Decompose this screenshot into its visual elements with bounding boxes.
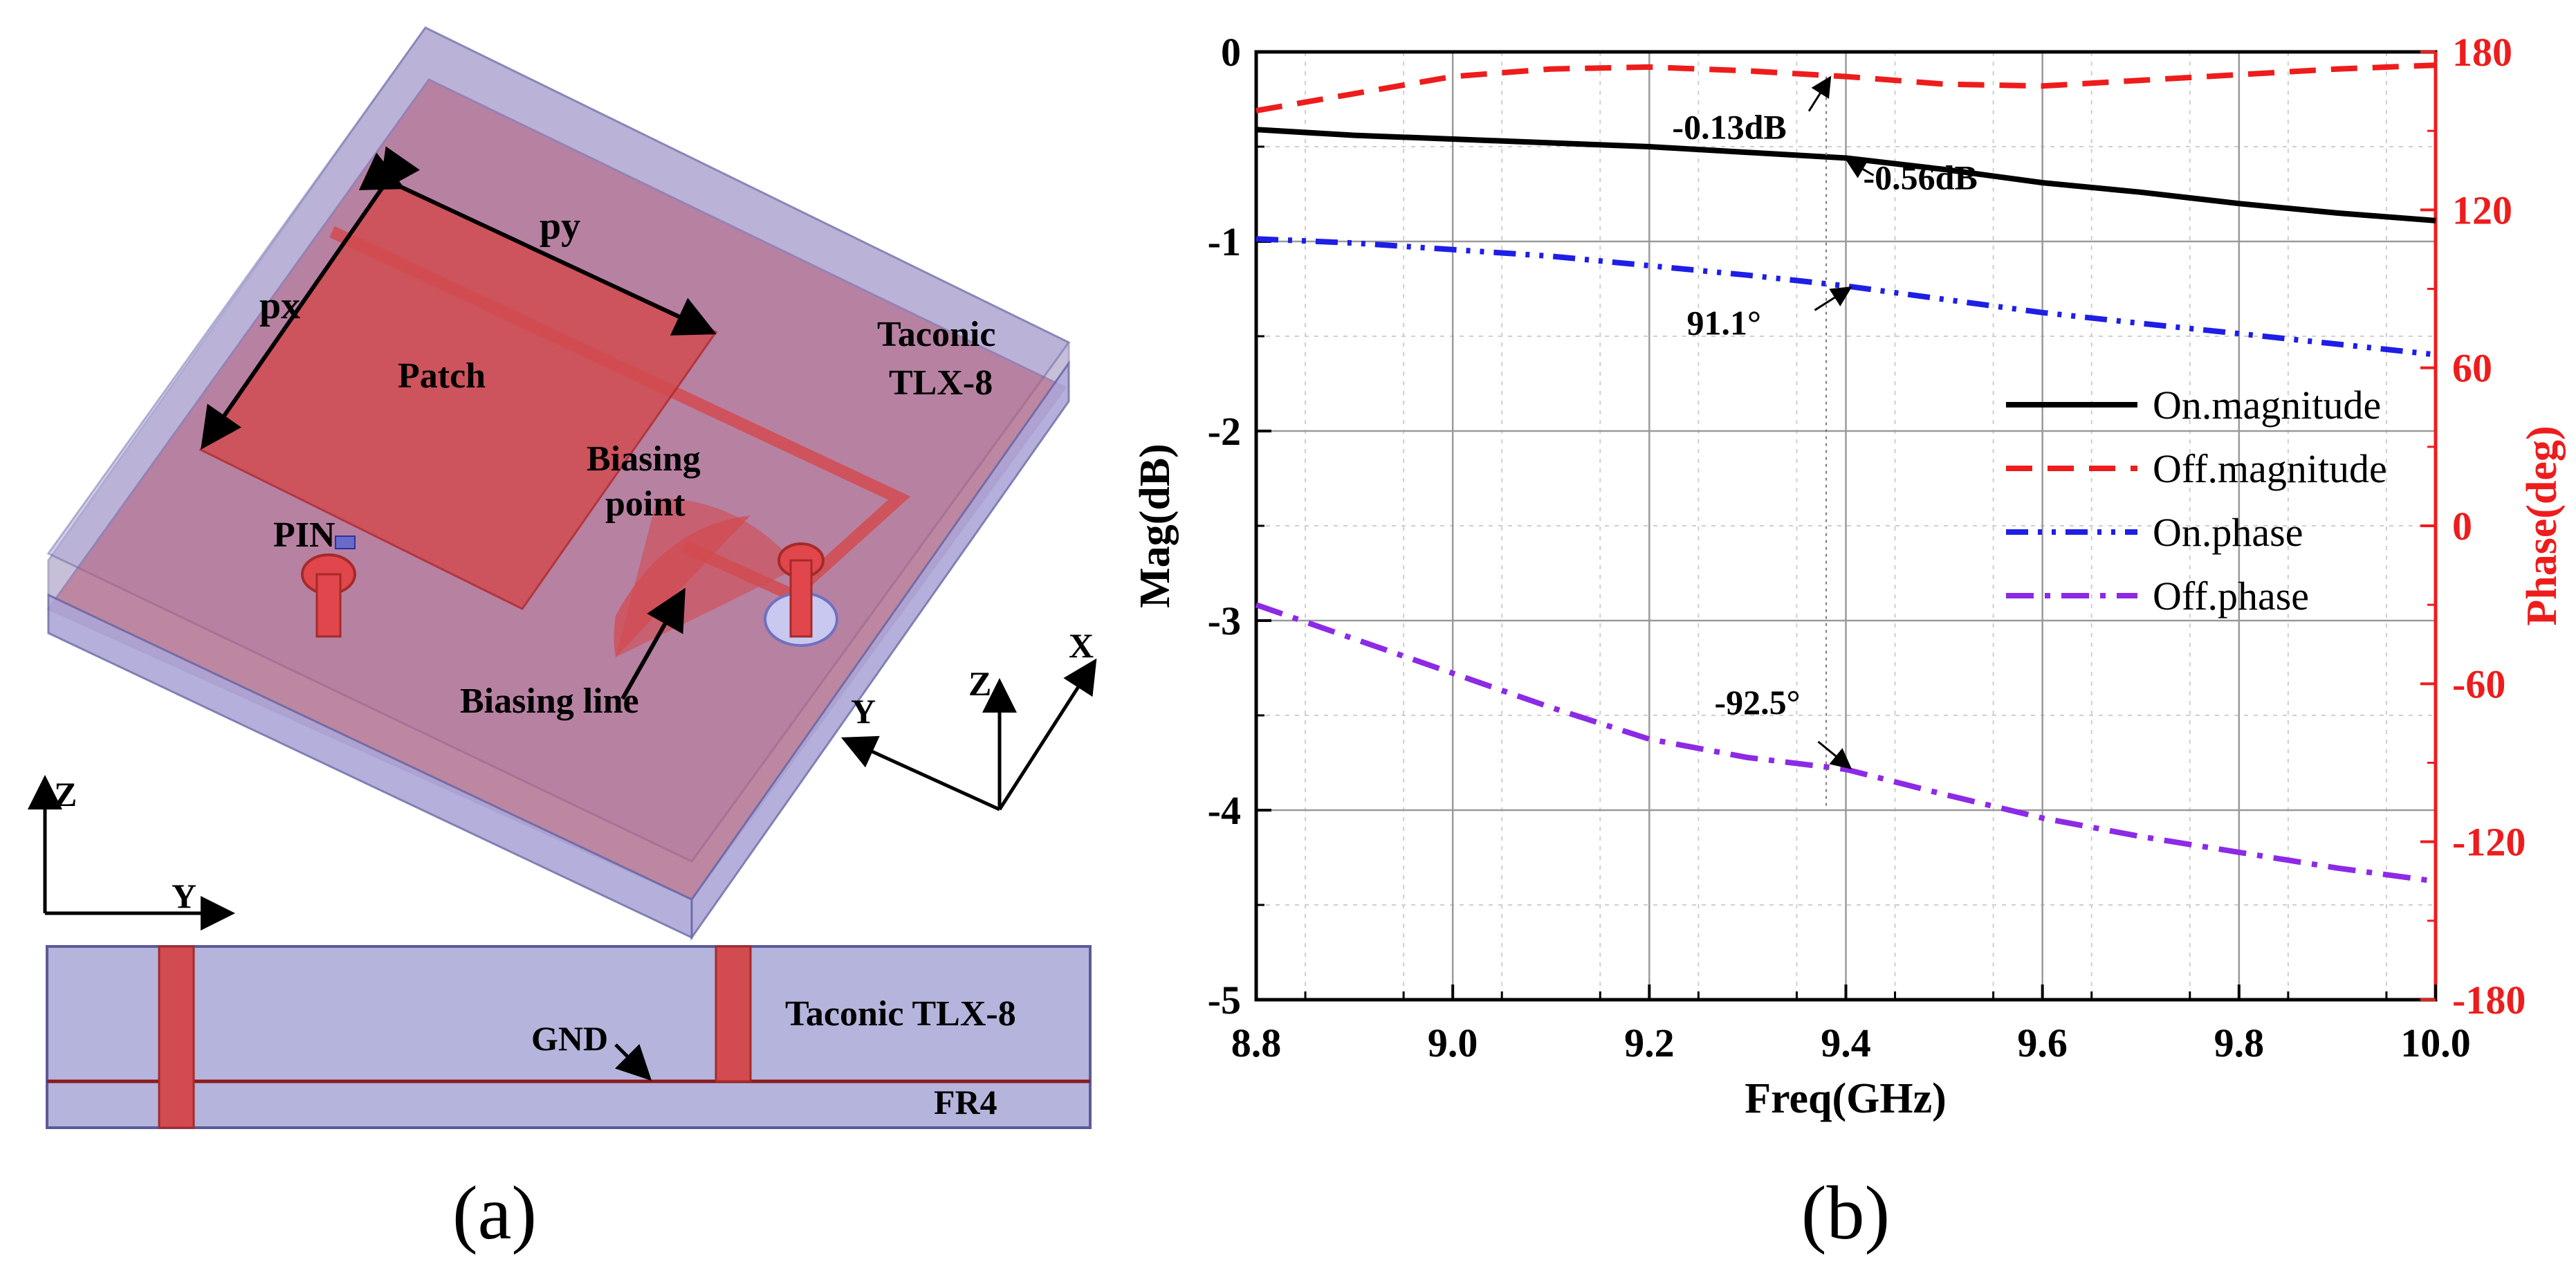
axis3d-y-arrow [840, 735, 1001, 812]
legend-label: On.phase [2153, 510, 2303, 555]
x-tick-label: 9.2 [1624, 1020, 1675, 1065]
pin-label: PIN [273, 515, 335, 555]
biasing-line-label: Biasing line [460, 681, 639, 721]
x-axis-label: Freq(GHz) [1745, 1075, 1947, 1122]
px-dimension-arrow [201, 146, 421, 450]
py-label: py [540, 205, 580, 248]
annotation-arrow [1807, 75, 1832, 112]
x-tick-label: 9.0 [1428, 1020, 1478, 1065]
y-left-tick-label: -3 [1208, 598, 1241, 643]
y-right-tick-label: 60 [2452, 346, 2492, 391]
side-view-substrate [46, 945, 1092, 1129]
legend-label: Off.phase [2153, 574, 2309, 619]
y-left-tick-label: -4 [1208, 788, 1241, 833]
series-on-magnitude [1255, 127, 2436, 223]
x-tick-label: 9.4 [1821, 1020, 1871, 1065]
y-left-tick-label: -1 [1208, 219, 1241, 264]
chart-ticks: 8.8 9.0 9.2 9.4 9.6 9.8 10.0 0 -1 -2 -3 -4 -5 180 120 6… [1208, 30, 2526, 1065]
annotation-label: -0.56dB [1864, 158, 1978, 196]
x-tick-label: 9.8 [2214, 1020, 2265, 1065]
annotation-arrow [1814, 286, 1852, 311]
py-dimension-arrow [358, 152, 717, 336]
biasing-point-label-line2: point [605, 484, 686, 524]
side-view-fr4-label: FR4 [934, 1083, 997, 1121]
y-right-tick-label: -120 [2452, 820, 2526, 865]
axis2d-z-label: Z [54, 775, 77, 814]
bias-via [789, 559, 813, 638]
y-right-tick-label: 0 [2452, 504, 2472, 549]
px-label: px [259, 284, 300, 327]
y-right-tick-label: -60 [2452, 661, 2505, 706]
y-right-tick-label: -180 [2452, 978, 2526, 1023]
pin-diode [335, 535, 356, 549]
chart-grid [1256, 52, 2436, 1000]
taconic-label-line1: Taconic [877, 315, 995, 354]
chart-series [1255, 62, 2436, 884]
series-off-phase [1255, 602, 2436, 884]
axis2d-y-label: Y [172, 877, 196, 915]
y-right-tick-label: 120 [2452, 187, 2512, 232]
substrate-right-side [690, 360, 1070, 941]
x-tick-label: 9.6 [2017, 1020, 2068, 1065]
biasing-point-label-line1: Biasing [587, 439, 701, 479]
panel-a-caption: (a) [452, 1171, 537, 1255]
pin-via [315, 573, 342, 638]
series-on-phase [1255, 236, 2436, 358]
x-tick-label: 10.0 [2400, 1020, 2471, 1065]
side-view-gnd-label: GND [531, 1019, 608, 1058]
y-left-tick-label: -5 [1208, 978, 1241, 1023]
taconic-label-line2: TLX-8 [889, 363, 993, 403]
legend-label: On.magnitude [2153, 383, 2381, 428]
annotation-arrow [1845, 158, 1875, 178]
y-axis-right-label: Phase(deg) [2519, 425, 2566, 625]
patch-label: Patch [398, 356, 486, 396]
y-axis-left-label: Mag(dB) [1132, 443, 1179, 608]
annotation-label: -92.5° [1715, 683, 1801, 722]
side-view-via-right [715, 945, 752, 1083]
axis3d-x-label: X [1069, 626, 1094, 665]
y-left-tick-label: -2 [1208, 409, 1241, 454]
chart-legend: On.magnitude Off.magnitude On.phase Off.pha… [2006, 383, 2387, 619]
annotation-label: 91.1° [1687, 303, 1762, 342]
side-view-via-left [158, 945, 195, 1129]
x-tick-label: 8.8 [1231, 1020, 1282, 1065]
axis3d-x-arrow [997, 658, 1097, 811]
annotation-label: -0.13dB [1672, 108, 1786, 147]
series-off-magnitude [1255, 62, 2436, 113]
y-left-tick-label: 0 [1221, 30, 1241, 75]
chart-annotations: -0.13dB -0.56dB 91.1° -92.5° [1672, 75, 1978, 810]
y-right-tick-label: 180 [2452, 30, 2512, 75]
axis3d-y-label: Y [851, 692, 876, 731]
panel-b-caption: (b) [1801, 1171, 1890, 1255]
annotation-arrow [1817, 740, 1852, 769]
panel-b-chart: 8.8 9.0 9.2 9.4 9.6 9.8 10.0 0 -1 -2 -3 -4 -5 180 120 6… [1132, 30, 2566, 1255]
side-view-taconic-label: Taconic TLX-8 [785, 994, 1016, 1034]
side-view-gnd-arrow [614, 1043, 652, 1081]
biasing-line-arrow [620, 587, 686, 700]
legend-label: Off.magnitude [2153, 446, 2387, 491]
axis3d-z-label: Z [968, 664, 991, 703]
panel-a-schematic: px py Patch Taconic TLX-8 Biasing point … [28, 26, 1097, 1255]
